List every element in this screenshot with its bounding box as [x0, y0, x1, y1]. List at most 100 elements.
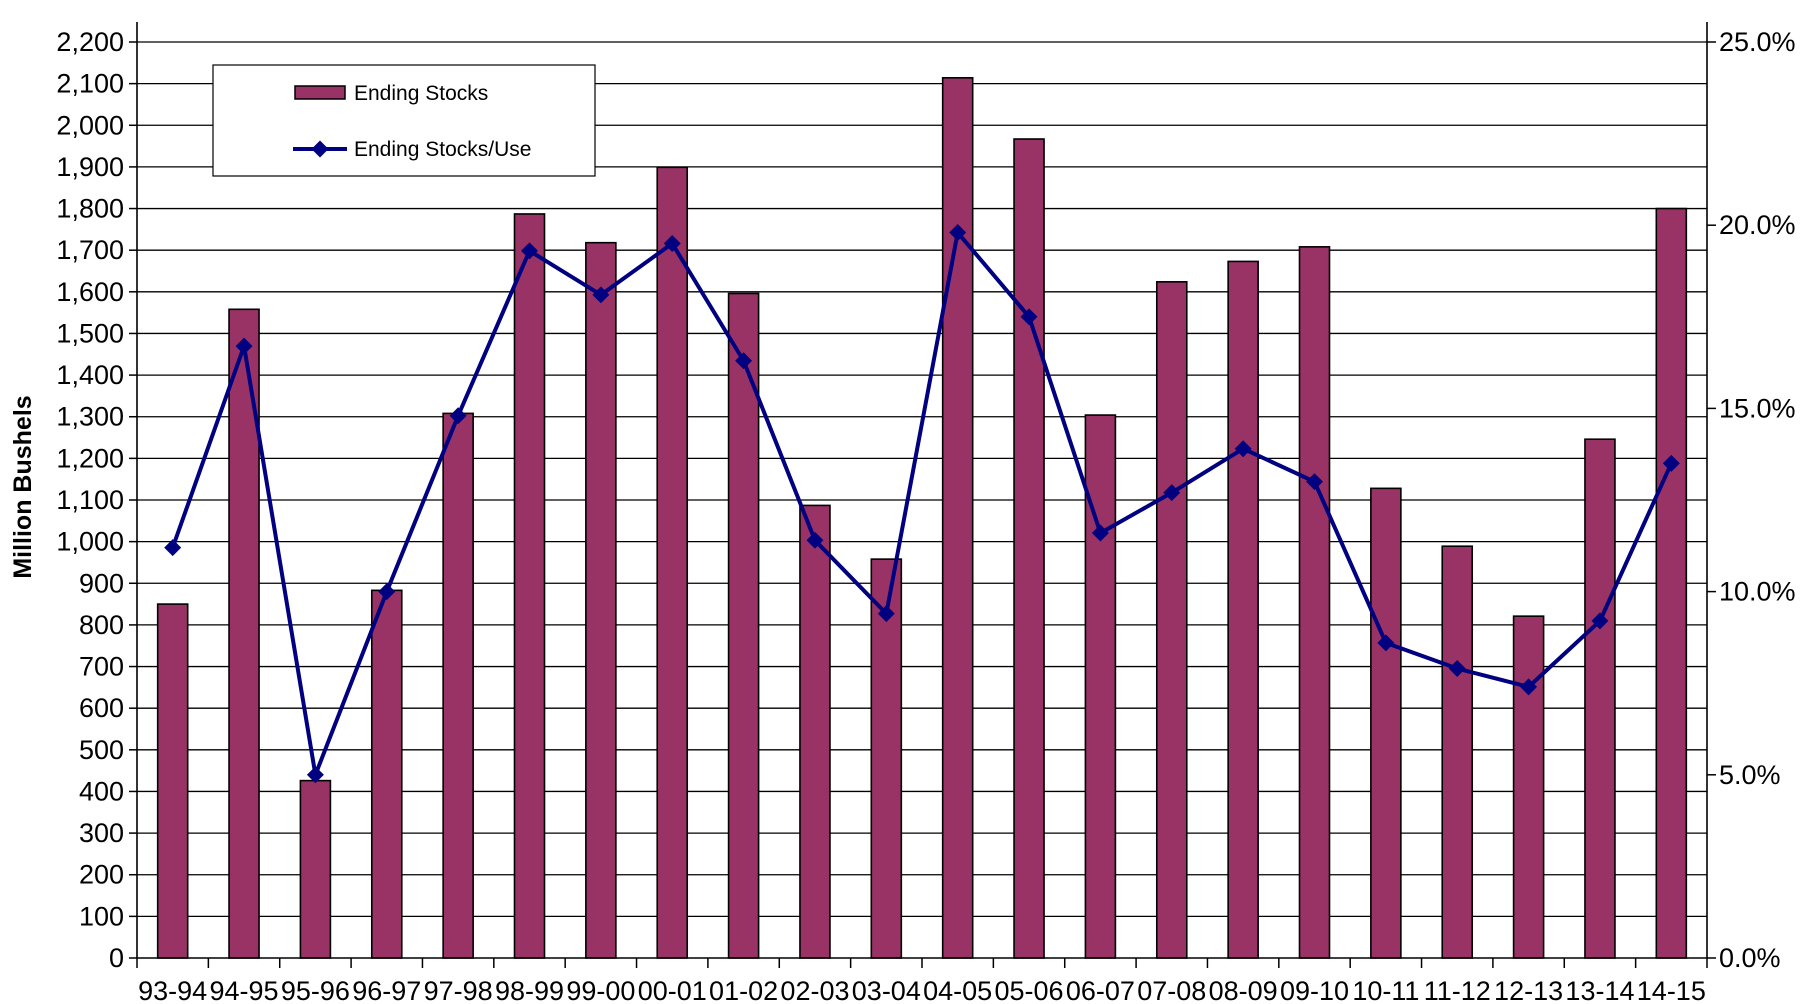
x-axis-tick-label: 02-03 [780, 976, 849, 1004]
x-axis-tick-label: 01-02 [709, 976, 778, 1004]
left-axis-tick-label: 100 [79, 901, 124, 931]
axes [129, 22, 1716, 968]
bar [442, 412, 474, 959]
bar [156, 603, 189, 959]
left-axis-tick-label: 1,400 [56, 360, 124, 390]
x-axis-tick-labels: 93-94 94-95 95-96 96-97 97-98 98-99 99-00 00-01… [138, 976, 1706, 1004]
x-axis-tick-label: 97-98 [424, 976, 493, 1004]
bar [1370, 487, 1402, 959]
x-axis-tick-label: 10-11 [1352, 976, 1419, 1004]
line-marker [663, 235, 681, 253]
bar [299, 779, 332, 959]
left-axis-tick-label: 1,000 [56, 527, 124, 557]
line-marker [1520, 678, 1538, 696]
left-axis-tick-label: 1,100 [56, 485, 124, 515]
left-axis-tick-label: 700 [79, 652, 124, 682]
right-axis-tick-label: 20.0% [1719, 210, 1796, 240]
bar [1227, 260, 1259, 959]
left-axis-tick-label: 600 [79, 693, 124, 723]
line-marker [877, 605, 895, 623]
x-axis-tick-label: 09-10 [1280, 976, 1349, 1004]
left-axis-tick-label: 2,100 [56, 69, 124, 99]
right-axis-tick-label: 25.0% [1719, 27, 1796, 57]
bar [1013, 138, 1045, 959]
left-axis-tick-label: 300 [79, 818, 124, 848]
left-axis-tick-label: 1,800 [56, 194, 124, 224]
legend-swatch-ending-stocks [294, 85, 346, 100]
left-axis-tick-label: 0 [109, 943, 124, 973]
line-marker [164, 539, 182, 557]
bar [1441, 545, 1474, 959]
x-axis-tick-label: 96-97 [352, 976, 421, 1004]
x-axis-tick-label: 95-96 [281, 976, 350, 1004]
line-marker [1377, 634, 1395, 652]
x-axis-tick-label: 12-13 [1494, 976, 1563, 1004]
bar-series-ending-stocks [156, 77, 1688, 959]
bar [1655, 207, 1688, 959]
bar [513, 213, 546, 959]
left-axis-tick-label: 1,300 [56, 402, 124, 432]
x-axis-tick-label: 05-06 [995, 976, 1064, 1004]
x-axis-tick-label: 14-15 [1637, 976, 1706, 1004]
line-marker [378, 583, 396, 601]
left-axis-tick-label: 1,500 [56, 318, 124, 348]
legend-label-ending-stocks: Ending Stocks [354, 82, 488, 105]
bar [1155, 281, 1188, 959]
line-marker [592, 286, 610, 304]
x-axis-tick-label: 93-94 [138, 976, 207, 1004]
legend-swatch-ending-stocks-use-marker [311, 140, 329, 158]
line-marker [1448, 660, 1466, 678]
x-axis-tick-label: 13-14 [1565, 976, 1634, 1004]
line-marker [1020, 308, 1038, 326]
line-marker [735, 352, 753, 370]
left-axis-tick-label: 500 [79, 735, 124, 765]
line-marker [235, 337, 253, 355]
line-marker [1091, 524, 1109, 542]
x-axis-tick-label: 07-08 [1137, 976, 1206, 1004]
x-axis-tick-label: 03-04 [852, 976, 921, 1004]
legend-label-ending-stocks-use: Ending Stocks/Use [354, 138, 531, 161]
x-axis-tick-label: 08-09 [1209, 976, 1278, 1004]
x-axis-tick-label: 98-99 [495, 976, 564, 1004]
left-axis-tick-label: 1,900 [56, 152, 124, 182]
bar [370, 589, 403, 959]
line-marker [521, 242, 538, 260]
left-axis-tick-label: 900 [79, 568, 124, 598]
line-series-ending-stocks-use [164, 224, 1680, 784]
bar [1298, 246, 1331, 959]
left-axis-tick-label: 400 [79, 776, 124, 806]
x-axis-tick-label: 99-00 [566, 976, 635, 1004]
bar [585, 241, 617, 959]
right-axis-tick-label: 15.0% [1719, 393, 1796, 423]
x-axis-tick-label: 06-07 [1066, 976, 1135, 1004]
x-axis-tick-label: 04-05 [923, 976, 992, 1004]
right-axis-tick-label: 5.0% [1719, 760, 1781, 790]
line-marker [949, 224, 967, 242]
y-axis-label: Million Bushels [9, 395, 37, 578]
left-axis-tick-label: 1,600 [56, 277, 124, 307]
x-axis-tick-label: 11-12 [1424, 976, 1491, 1004]
right-axis-tick-labels: 0.0% 5.0% 10.0% 15.0% 20.0% 25.0% [1719, 27, 1796, 973]
bar [799, 504, 831, 959]
x-axis-tick-label: 00-01 [638, 976, 707, 1004]
legend: Ending Stocks Ending Stocks/Use [212, 64, 596, 177]
left-axis-tick-labels: 0 100 200 300 400 500 600 700 800 900 1,000 1,100 1,… [56, 27, 124, 973]
line-marker [449, 407, 467, 425]
bar [656, 166, 689, 959]
line-marker [306, 766, 324, 784]
left-axis-tick-label: 200 [79, 860, 124, 890]
bar [1584, 438, 1616, 959]
left-axis-tick-label: 2,200 [56, 27, 124, 57]
series-line [170, 230, 1674, 777]
left-axis-tick-label: 800 [79, 610, 124, 640]
left-axis-tick-label: 2,000 [56, 110, 124, 140]
line-marker [1591, 612, 1609, 630]
bar [1512, 615, 1545, 959]
x-axis-tick-label: 94-95 [210, 976, 279, 1004]
right-axis-tick-label: 0.0% [1719, 943, 1781, 973]
bar [727, 292, 760, 959]
left-axis-tick-label: 1,700 [56, 235, 124, 265]
line-marker [806, 531, 824, 549]
bar [941, 77, 974, 959]
